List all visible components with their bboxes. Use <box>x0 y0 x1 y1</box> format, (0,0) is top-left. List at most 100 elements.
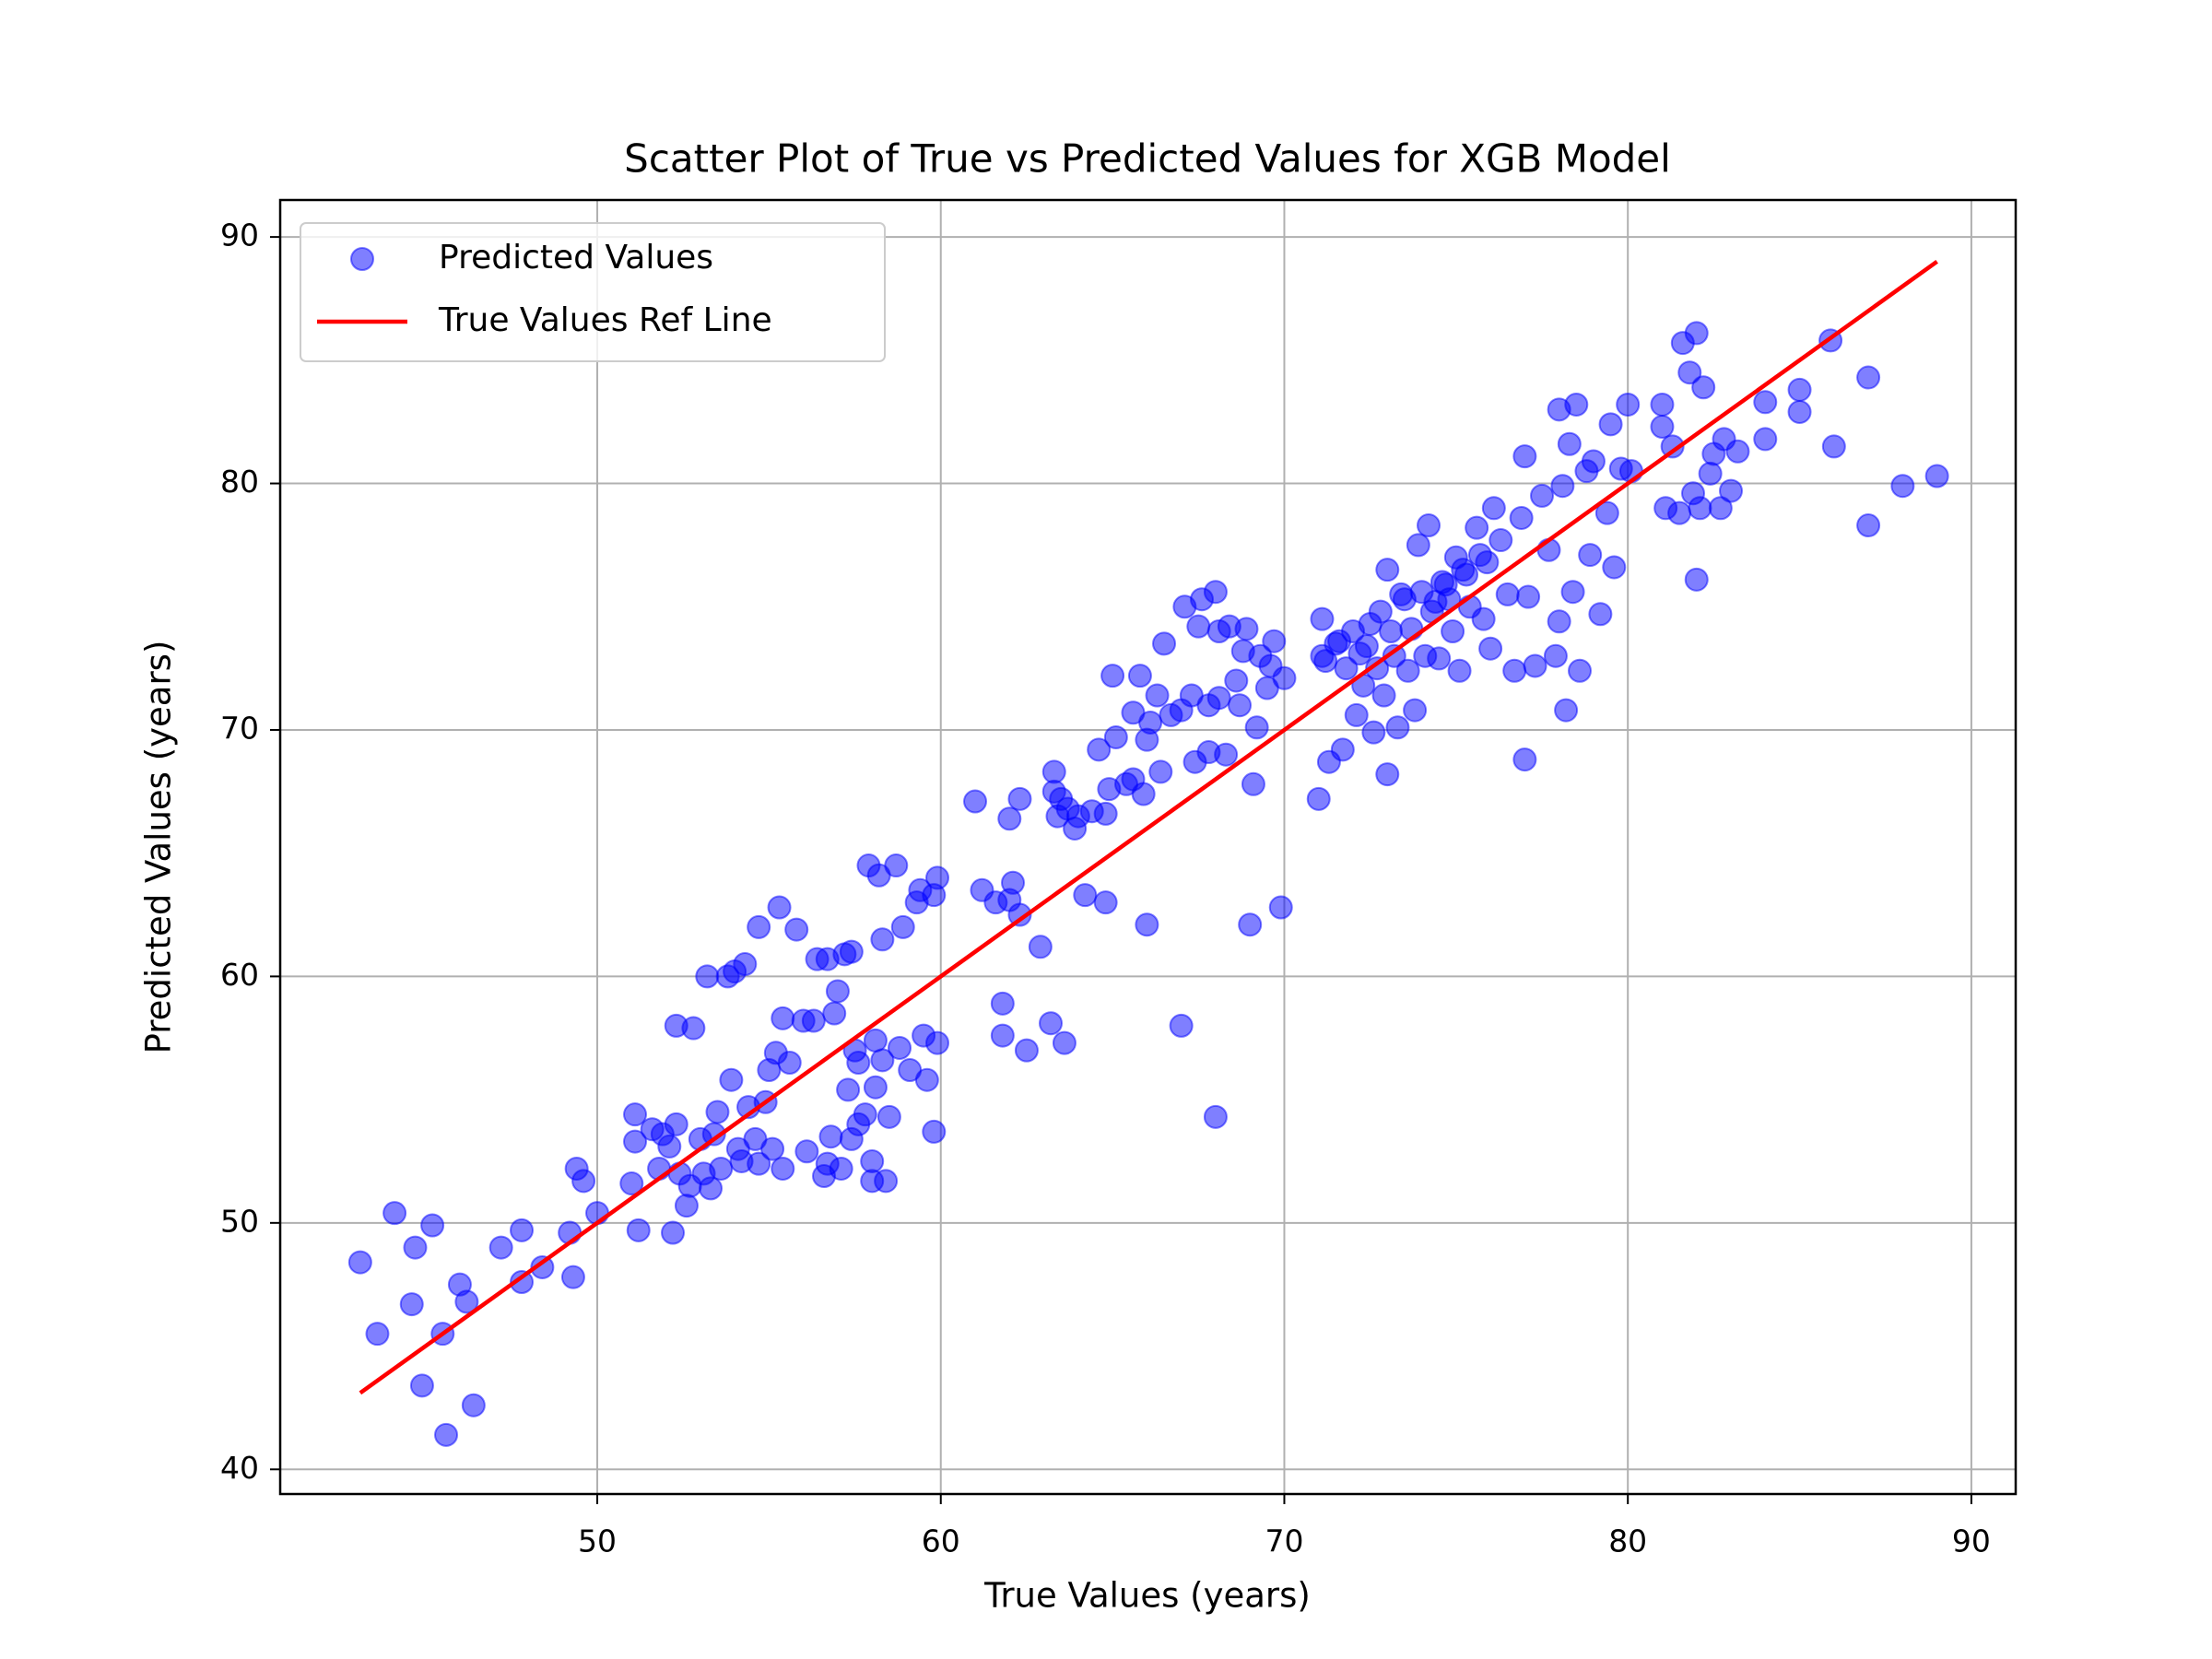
scatter-point <box>747 1151 771 1176</box>
scatter-point <box>1530 483 1555 508</box>
scatter-point <box>1488 528 1513 553</box>
scatter-point <box>626 1218 651 1242</box>
scatter-point <box>1467 543 1492 568</box>
scatter-point <box>403 1235 428 1260</box>
scatter-point <box>1148 759 1173 784</box>
scatter-point <box>963 789 988 814</box>
scatter-point <box>1244 715 1269 740</box>
scatter-point <box>925 865 950 890</box>
scatter-point <box>434 1422 459 1447</box>
scatter-point <box>1365 656 1390 681</box>
scatter-point <box>1924 464 1949 488</box>
scatter-point <box>1560 580 1585 605</box>
scatter-point <box>1856 513 1881 538</box>
scatter-point <box>1471 606 1496 631</box>
scatter-point <box>1306 786 1331 811</box>
scatter-point <box>1602 555 1627 580</box>
scatter-point <box>1103 724 1128 749</box>
y-tick-label: 40 <box>220 1450 259 1486</box>
scatter-point <box>1152 631 1177 656</box>
legend-frame <box>300 222 886 362</box>
scatter-point <box>1568 658 1593 683</box>
scatter-point <box>1379 619 1404 643</box>
scatter-point <box>1523 653 1547 678</box>
scatter-point <box>1313 649 1338 674</box>
scatter-point <box>1581 449 1606 474</box>
scatter-point <box>846 1051 871 1075</box>
y-axis-label: Predicted Values (years) <box>139 641 179 1054</box>
scatter-point <box>1001 870 1026 895</box>
legend-label: Predicted Values <box>439 239 713 276</box>
scatter-point <box>1007 786 1032 811</box>
scatter-point <box>382 1201 407 1226</box>
scatter-point <box>1433 572 1458 597</box>
scatter-point <box>705 1100 730 1124</box>
scatter-point <box>1214 742 1239 767</box>
scatter-point <box>1014 1038 1039 1063</box>
scatter-point <box>1169 1013 1194 1038</box>
scatter-point <box>870 927 895 952</box>
scatter-point <box>623 1129 648 1154</box>
scatter-point <box>747 914 771 939</box>
scatter-point <box>1550 474 1575 499</box>
scatter-point <box>771 1006 795 1030</box>
scatter-point <box>1677 360 1702 385</box>
legend-marker <box>350 247 374 271</box>
y-tick-label: 90 <box>220 218 259 253</box>
scatter-point <box>1238 912 1263 937</box>
scatter-point <box>1268 895 1293 920</box>
scatter-point <box>1327 629 1352 653</box>
scatter-point <box>884 853 909 878</box>
scatter-point <box>1382 643 1406 668</box>
legend: Predicted Values True Values Ref Line <box>300 222 886 362</box>
scatter-point <box>1447 658 1472 683</box>
scatter-point <box>1417 513 1441 538</box>
y-tick-label: 80 <box>220 464 259 500</box>
scatter-point <box>510 1218 535 1242</box>
x-tick-label: 50 <box>578 1524 617 1559</box>
scatter-point <box>1241 771 1265 796</box>
scatter-point <box>767 895 792 920</box>
scatter-point <box>1310 606 1335 631</box>
scatter-point <box>870 1048 895 1073</box>
scatter-point <box>454 1289 479 1314</box>
scatter-point <box>760 1136 785 1161</box>
scatter-point <box>1344 702 1369 727</box>
scatter-point <box>488 1235 513 1260</box>
scatter-point <box>1667 500 1692 525</box>
scatter-point <box>1543 643 1568 668</box>
scatter-point <box>1856 365 1881 390</box>
scatter-point <box>1564 392 1589 417</box>
scatter-point <box>510 1270 535 1295</box>
scatter-point <box>1224 668 1249 693</box>
x-tick-label: 60 <box>922 1524 960 1559</box>
scatter-point <box>1719 478 1744 503</box>
scatter-point <box>1512 444 1537 469</box>
scatter-point <box>1821 434 1846 459</box>
scatter-point <box>733 952 758 977</box>
scatter-point <box>1691 375 1716 400</box>
scatter-point <box>1787 399 1812 424</box>
x-tick-label: 70 <box>1265 1524 1303 1559</box>
scatter-point <box>1787 377 1812 402</box>
scatter-point <box>863 1075 888 1100</box>
scatter-point <box>1441 619 1465 643</box>
scatter-point <box>1228 693 1253 718</box>
scatter-point <box>1588 602 1613 627</box>
scatter-point <box>1203 580 1228 605</box>
scatter-point <box>839 939 864 964</box>
scatter-point <box>1186 614 1211 639</box>
y-tick-label: 70 <box>220 710 259 746</box>
scatter-point <box>530 1254 555 1279</box>
scatter-point <box>1385 715 1410 740</box>
scatter-point <box>619 1171 644 1196</box>
scatter-point <box>1206 686 1231 711</box>
scatter-point <box>801 1008 826 1033</box>
scatter-point <box>1041 759 1066 784</box>
scatter-point <box>1481 496 1506 521</box>
y-tick-label: 50 <box>220 1203 259 1239</box>
scatter-point <box>997 806 1022 831</box>
scatter-point <box>1375 762 1400 787</box>
